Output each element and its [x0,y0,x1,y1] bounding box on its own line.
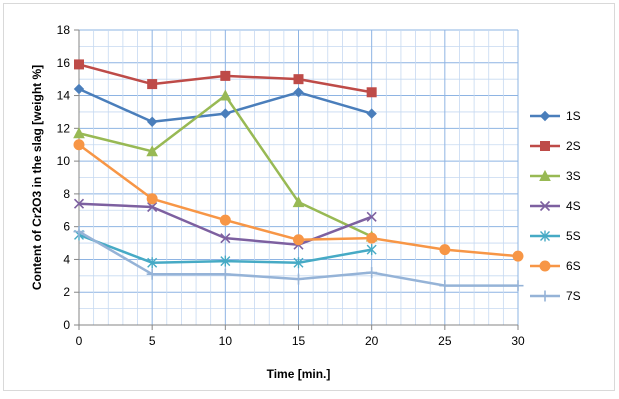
series-6s [73,139,524,262]
data-point-7s [366,267,378,279]
data-point-7s [512,280,524,292]
legend-item-6s: 6S [530,259,581,273]
data-point-2s [147,79,158,90]
legend-label-2s: 2S [566,139,581,153]
data-point-2s [366,87,377,98]
y-tick-label: 4 [63,252,70,266]
y-tick-label: 14 [57,89,71,103]
legend-label-7s: 7S [566,289,581,303]
data-point-6s [512,250,524,262]
x-tick-label: 5 [149,334,156,348]
data-point-2s [74,59,84,70]
data-point-5s [147,257,158,269]
x-tick-label: 20 [365,334,379,348]
legend-marker-4s [539,200,551,212]
legend-item-1s: 1S [530,109,581,123]
axes [74,29,519,330]
x-axis-title: Time [min.] [267,367,331,381]
y-axis-title: Content of Cr2O3 in the slag [weight %] [30,65,44,290]
legend-label-6s: 6S [566,259,581,273]
legend: 1S 2S 3S 4S 5S 6S 7S [530,109,581,303]
data-point-2s [293,74,304,85]
data-point-5s [366,244,377,256]
series-1s [73,83,377,127]
data-point-1s [366,108,377,119]
data-point-6s [146,193,158,205]
legend-marker-1s [539,110,551,122]
y-tick-label: 16 [57,56,71,70]
legend-label-1s: 1S [566,109,581,123]
data-point-6s [293,234,304,246]
legend-item-5s: 5S [530,229,581,243]
data-point-7s [293,273,304,285]
data-point-4s [220,233,231,244]
tick-labels: 0 2 4 6 8 10 12 14 16 18 0 5 10 15 20 25 30 [57,23,525,348]
data-point-5s [293,257,304,269]
data-point-3s [219,89,232,101]
series-7s [73,226,524,292]
legend-marker-5s [540,230,550,242]
data-point-1s [146,116,158,127]
legend-marker-2s [540,141,550,151]
x-tick-label: 10 [219,334,233,348]
data-point-6s [73,139,85,151]
legend-marker-6s [539,260,551,272]
y-tick-label: 0 [63,318,70,332]
series-2s [74,59,377,98]
x-tick-label: 15 [292,334,306,348]
data-point-2s [220,70,231,81]
legend-label-3s: 3S [566,169,581,183]
y-tick-label: 10 [57,154,71,168]
legend-marker-7s [539,290,551,302]
y-tick-label: 12 [57,121,71,135]
data-point-6s [219,214,231,226]
data-point-1s [293,87,304,98]
data-point-3s [292,196,305,208]
data-point-6s [366,232,378,244]
y-tick-label: 18 [57,23,71,37]
data-point-1s [220,108,231,119]
x-tick-label: 30 [511,334,525,348]
legend-marker-3s [539,169,551,181]
data-point-5s [220,255,231,267]
legend-label-4s: 4S [566,199,581,213]
y-tick-label: 6 [63,220,70,234]
data-point-4s [73,198,85,209]
data-point-3s [73,127,85,139]
y-tick-label: 2 [63,285,70,299]
legend-item-3s: 3S [530,169,581,183]
data-point-1s [73,83,85,95]
data-point-7s [73,226,85,238]
data-point-7s [219,268,231,280]
x-tick-label: 25 [438,334,452,348]
series-group [73,59,524,292]
legend-item-4s: 4S [530,199,581,213]
legend-item-7s: 7S [530,289,581,303]
data-point-4s [147,201,158,213]
data-point-4s [366,211,377,222]
data-point-7s [439,280,451,292]
data-point-3s [146,145,158,157]
data-point-6s [439,244,451,256]
data-point-7s [146,268,158,280]
legend-label-5s: 5S [566,229,581,243]
y-tick-label: 8 [63,187,70,201]
x-tick-label: 0 [76,334,83,348]
legend-item-2s: 2S [530,139,581,153]
